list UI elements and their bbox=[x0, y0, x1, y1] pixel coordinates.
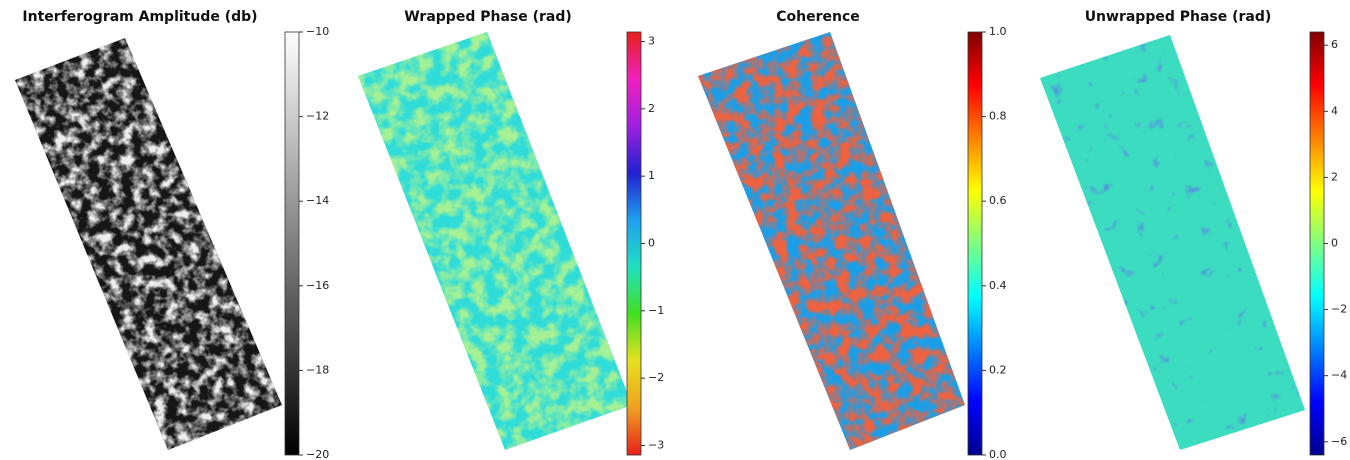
colorbar-tick-label: −3 bbox=[648, 438, 664, 451]
colorbar-tick-label: 0.4 bbox=[989, 279, 1007, 292]
panel-title: Wrapped Phase (rad) bbox=[404, 9, 572, 25]
image-texture bbox=[698, 32, 965, 450]
colorbar-tick-label: 0.6 bbox=[989, 194, 1007, 207]
colorbar bbox=[968, 32, 982, 455]
colorbar-tick-label: −4 bbox=[1331, 369, 1347, 382]
image-texture bbox=[1040, 35, 1305, 450]
colorbar-tick-label: 0.8 bbox=[989, 110, 1007, 123]
colorbar-tick-label: −6 bbox=[1331, 435, 1347, 448]
colorbar-tick-label: 0 bbox=[1331, 237, 1338, 250]
panels: Interferogram Amplitude (db)−10−12−14−16… bbox=[15, 9, 1347, 460]
colorbar-tick-label: −2 bbox=[648, 371, 664, 384]
panel: Wrapped Phase (rad) 3 2 1 0 −1 −2 −3 bbox=[358, 9, 664, 455]
colorbar-tick-label: 4 bbox=[1331, 104, 1338, 117]
figure: Interferogram Amplitude (db)−10−12−14−16… bbox=[0, 0, 1350, 460]
panel: Interferogram Amplitude (db) −10 −12 −14 −16… bbox=[15, 9, 329, 460]
colorbar-tick-label: 0.2 bbox=[989, 363, 1007, 376]
colorbar-tick-label: −2 bbox=[1331, 303, 1347, 316]
colorbar-tick-label: 0.0 bbox=[989, 448, 1007, 460]
colorbar-tick-label: 1 bbox=[648, 169, 655, 182]
colorbar-tick-label: 2 bbox=[1331, 170, 1338, 183]
colorbar-tick-label: −20 bbox=[306, 448, 329, 460]
colorbar-tick-label: −14 bbox=[306, 194, 329, 207]
colorbar-tick-label: 0 bbox=[648, 237, 655, 250]
panel: Coherence 1.0 0.8 0.6 0.4 0.2 0.0 bbox=[698, 9, 1007, 460]
colorbar-tick-label: 3 bbox=[648, 35, 655, 48]
panel: Unwrapped Phase (rad) 6 4 2 0 −2 −4 −6 bbox=[1040, 9, 1347, 455]
colorbar-tick-label: 2 bbox=[648, 102, 655, 115]
panel-title: Coherence bbox=[776, 9, 860, 25]
panel-title: Interferogram Amplitude (db) bbox=[22, 9, 257, 25]
image-texture bbox=[15, 38, 282, 450]
colorbar bbox=[627, 32, 641, 455]
colorbar-tick-label: −16 bbox=[306, 279, 329, 292]
colorbar-tick-label: −10 bbox=[306, 25, 329, 38]
colorbar bbox=[285, 32, 299, 455]
colorbar-tick-label: 6 bbox=[1331, 38, 1338, 51]
image-texture bbox=[358, 32, 632, 450]
colorbar-tick-label: 1.0 bbox=[989, 25, 1007, 38]
panel-title: Unwrapped Phase (rad) bbox=[1085, 9, 1272, 25]
colorbar bbox=[1310, 32, 1324, 455]
colorbar-tick-label: −1 bbox=[648, 304, 664, 317]
colorbar-tick-label: −18 bbox=[306, 363, 329, 376]
colorbar-tick-label: −12 bbox=[306, 110, 329, 123]
